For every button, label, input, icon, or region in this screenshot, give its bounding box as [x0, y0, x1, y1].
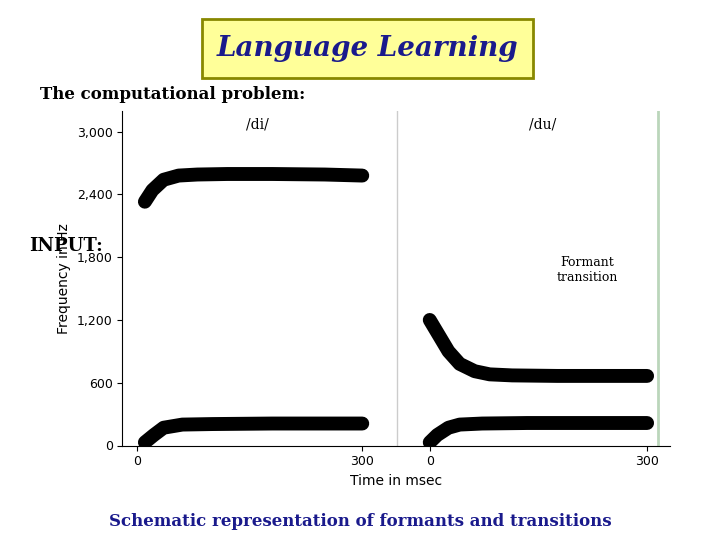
- Text: Language Learning: Language Learning: [217, 35, 518, 62]
- Text: The computational problem:: The computational problem:: [40, 86, 305, 103]
- Text: /du/: /du/: [528, 117, 556, 131]
- Text: Schematic representation of formants and transitions: Schematic representation of formants and…: [109, 512, 611, 530]
- Text: Formant
transition: Formant transition: [557, 256, 618, 284]
- Y-axis label: Frequency in Hz: Frequency in Hz: [58, 222, 71, 334]
- X-axis label: Time in msec: Time in msec: [350, 474, 442, 488]
- FancyBboxPatch shape: [202, 19, 533, 78]
- Text: /di/: /di/: [246, 117, 269, 131]
- Text: INPUT:: INPUT:: [29, 237, 102, 255]
